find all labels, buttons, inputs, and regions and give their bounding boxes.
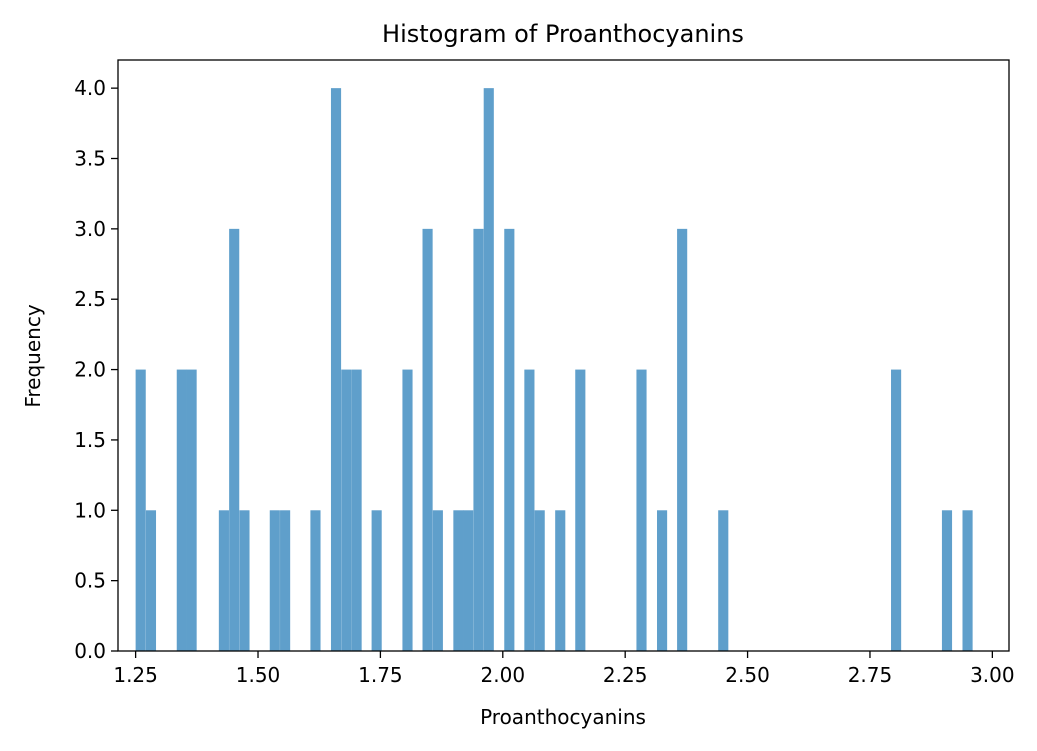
y-axis-ticks: 0.0 0.5 1.0 1.5 2.0 2.5 3.0 3.5 4.0 <box>74 76 118 663</box>
histogram-bar <box>269 510 280 651</box>
histogram-bar <box>351 369 362 651</box>
x-tick-label: 3.00 <box>970 663 1015 687</box>
histogram-bar <box>677 228 688 652</box>
histogram-bar <box>341 369 352 651</box>
histogram-bar <box>176 369 187 651</box>
histogram-bar <box>186 369 197 651</box>
histogram-bar <box>453 510 464 651</box>
y-tick-label: 1.5 <box>74 428 106 452</box>
histogram-bar <box>657 510 668 651</box>
histogram-bar <box>310 510 321 651</box>
histogram-bar <box>941 510 953 651</box>
histogram-bar <box>135 369 146 651</box>
y-tick-label: 4.0 <box>74 76 106 100</box>
x-axis-label: Proanthocyanins <box>480 705 646 729</box>
x-tick-label: 1.50 <box>236 663 281 687</box>
y-tick-label: 2.0 <box>74 358 106 382</box>
histogram-bar <box>218 510 229 651</box>
histogram-bar <box>891 369 902 651</box>
x-tick-label: 1.25 <box>113 663 158 687</box>
y-axis-label: Frequency <box>21 304 45 407</box>
x-axis-ticks: 1.25 1.50 1.75 2.00 2.25 2.50 2.75 3.00 <box>113 651 1015 687</box>
chart-title: Histogram of Proanthocyanins <box>382 20 744 48</box>
histogram-bar <box>718 510 729 651</box>
y-tick-label: 2.5 <box>74 287 106 311</box>
histogram-bar <box>330 88 342 651</box>
histogram-bar <box>145 510 157 651</box>
x-tick-label: 2.75 <box>848 663 893 687</box>
histogram-bar <box>280 510 291 651</box>
y-tick-label: 3.5 <box>74 147 106 171</box>
histogram-bar <box>483 88 494 651</box>
histogram-bar <box>575 369 586 651</box>
histogram-bar <box>402 369 413 651</box>
histogram-bar <box>473 228 484 652</box>
histogram-bar <box>432 510 443 651</box>
histogram-bar <box>239 510 250 651</box>
histogram-bar <box>962 510 973 651</box>
bars-group <box>135 88 973 652</box>
histogram-bar <box>371 510 382 651</box>
y-tick-label: 0.0 <box>74 639 106 663</box>
histogram-bar <box>636 369 647 651</box>
y-tick-label: 3.0 <box>74 217 106 241</box>
x-tick-label: 2.00 <box>481 663 526 687</box>
histogram-bar <box>504 228 515 652</box>
histogram-bar <box>229 228 240 652</box>
x-tick-label: 2.25 <box>603 663 648 687</box>
histogram-bar <box>463 510 474 651</box>
histogram-bar <box>534 510 545 651</box>
histogram-bar <box>524 369 535 651</box>
y-tick-label: 1.0 <box>74 498 106 522</box>
x-tick-label: 2.50 <box>725 663 770 687</box>
x-tick-label: 1.75 <box>358 663 403 687</box>
plot-frame <box>117 59 1010 652</box>
y-tick-label: 0.5 <box>74 569 106 593</box>
histogram-bar <box>555 510 566 651</box>
histogram-bar <box>422 228 433 652</box>
